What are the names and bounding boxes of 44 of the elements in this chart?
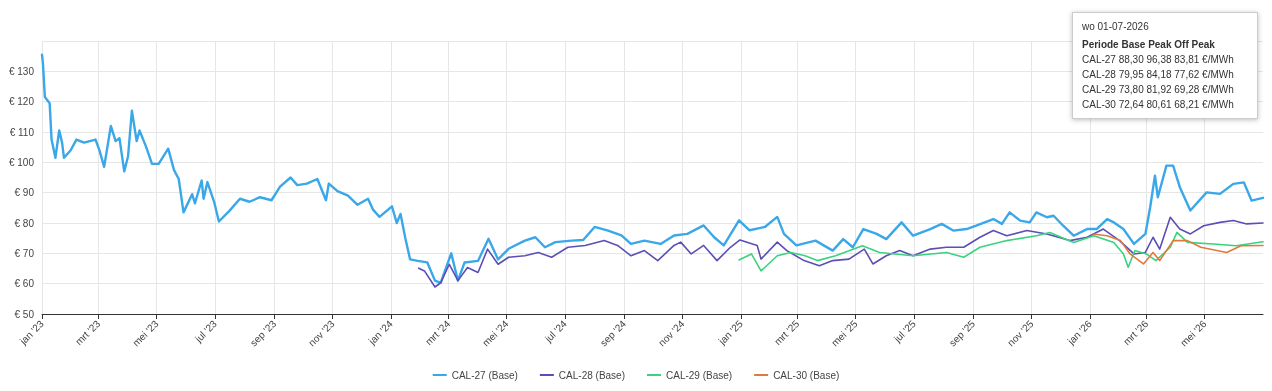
x-tick-label: mei '24 <box>480 317 511 349</box>
x-tick-label: jul '25 <box>891 317 919 345</box>
y-tick-label: € 80 <box>14 217 35 229</box>
x-tick-label: mrt '26 <box>1121 317 1151 348</box>
annotation: CAL-27 88,30 96,38 83,81 €/MWh <box>1082 53 1235 67</box>
x-tick-label: jul '24 <box>542 317 570 345</box>
annotation: CAL-30 72,64 80,61 68,21 €/MWh <box>1082 98 1235 112</box>
y-tick-label: € 120 <box>8 96 35 108</box>
y-tick-label: € 100 <box>8 156 35 168</box>
line-series <box>1092 233 1264 265</box>
y-tick-label: € 110 <box>9 126 35 138</box>
legend-label: CAL-27 (Base) <box>451 369 518 381</box>
line-series <box>417 216 1264 288</box>
x-tick-label: nov '24 <box>656 317 687 349</box>
x-tick-label: mei '26 <box>1178 317 1209 349</box>
x-tick-label: sep '25 <box>946 317 978 349</box>
x-tick-label: nov '25 <box>1005 317 1036 349</box>
x-tick-label: sep '24 <box>597 317 629 349</box>
x-tick-label: jul '23 <box>192 317 220 345</box>
line-series <box>40 53 1265 284</box>
y-tick-label: € 90 <box>14 187 35 199</box>
annotation: CAL-29 73,80 81,92 69,28 €/MWh <box>1082 83 1235 97</box>
y-tick-label: € 70 <box>14 247 35 259</box>
x-tick-label: mrt '24 <box>423 317 453 348</box>
x-tick-label: mrt '23 <box>73 317 103 348</box>
legend-label: CAL-29 (Base) <box>666 369 733 381</box>
x-tick-label: jan '25 <box>715 317 746 348</box>
line-series <box>738 231 1264 272</box>
x-tick-label: mei '25 <box>829 317 860 349</box>
x-tick-label: jan '23 <box>16 317 47 348</box>
legend-label: CAL-28 (Base) <box>558 369 625 381</box>
x-tick-label: mrt '25 <box>772 317 802 348</box>
text: wo 01-07-2026 <box>1082 21 1149 32</box>
x-tick-label: jan '24 <box>365 317 396 348</box>
y-tick-label: € 60 <box>14 278 35 290</box>
annotation: CAL-28 79,95 84,18 77,62 €/MWh <box>1082 68 1235 82</box>
x-tick-label: sep '23 <box>247 317 279 349</box>
annotation: Periode Base Peak Off Peak <box>1082 38 1216 52</box>
x-tick-label: nov '23 <box>306 317 337 349</box>
y-tick-label: € 130 <box>8 65 35 77</box>
x-tick-label: jan '26 <box>1064 317 1095 348</box>
y-tick-label: € 50 <box>14 308 35 320</box>
x-tick-label: mei '23 <box>130 317 161 349</box>
legend-label: CAL-30 (Base) <box>773 369 840 381</box>
